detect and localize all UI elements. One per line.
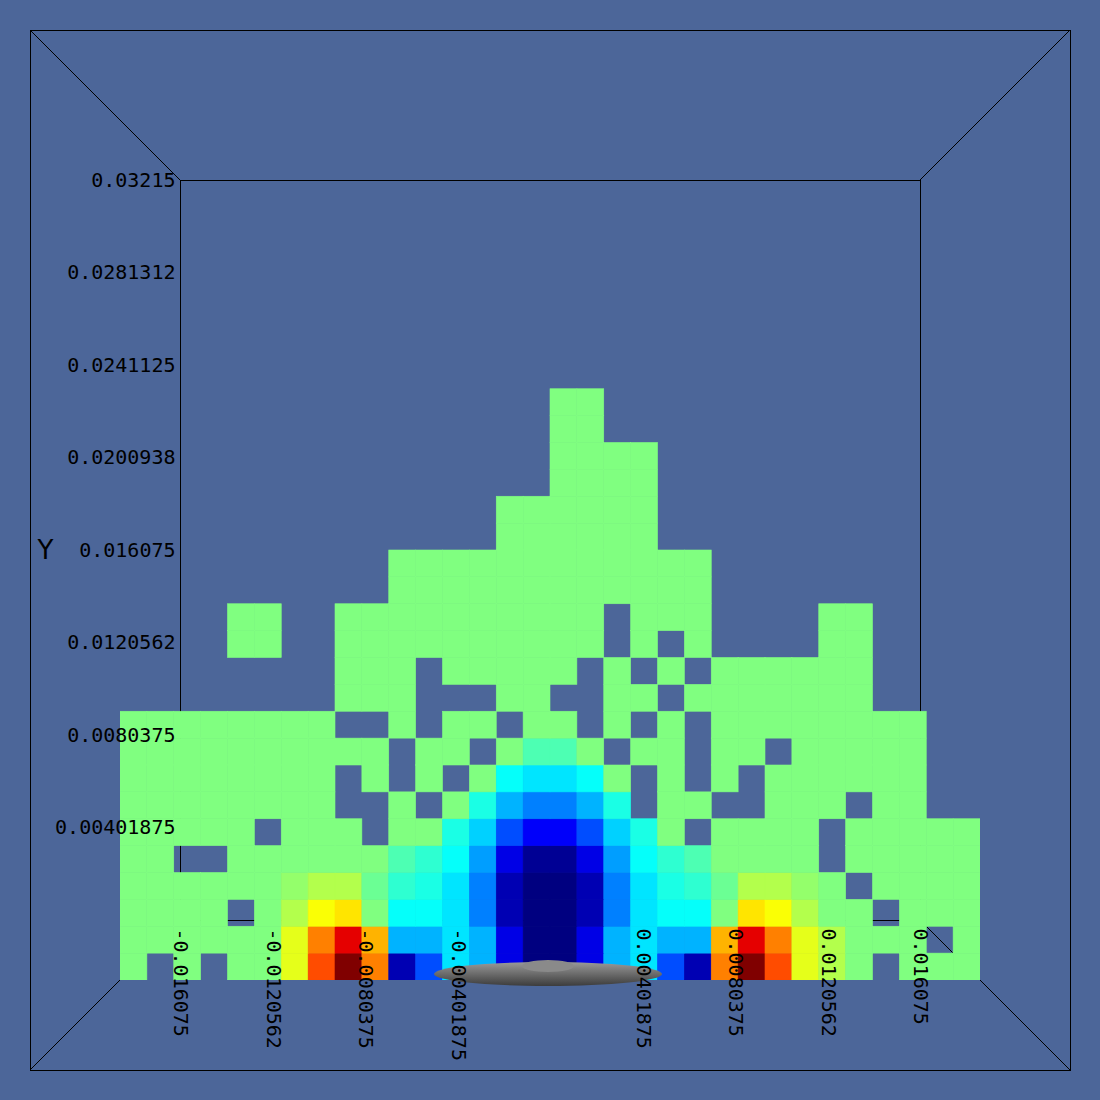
svg-text:-0.0080375: -0.0080375 <box>354 929 378 1049</box>
svg-text:Y: Y <box>37 535 54 565</box>
svg-text:-0.016075: -0.016075 <box>169 929 193 1037</box>
svg-text:0.0080375: 0.0080375 <box>724 929 748 1037</box>
svg-text:0.00401875: 0.00401875 <box>632 929 656 1049</box>
svg-text:0.016075: 0.016075 <box>79 538 175 562</box>
svg-text:0.0120562: 0.0120562 <box>67 630 175 654</box>
svg-text:0.0241125: 0.0241125 <box>67 353 175 377</box>
svg-text:0.016075: 0.016075 <box>909 929 933 1025</box>
svg-text:-0.00401875: -0.00401875 <box>447 929 471 1061</box>
svg-text:0.03215: 0.03215 <box>91 168 175 192</box>
svg-text:-0.0120562: -0.0120562 <box>262 929 286 1049</box>
svg-text:0.0200938: 0.0200938 <box>67 445 175 469</box>
svg-text:0.00401875: 0.00401875 <box>55 815 175 839</box>
svg-text:0.0281312: 0.0281312 <box>67 260 175 284</box>
svg-text:0.0120562: 0.0120562 <box>817 929 841 1037</box>
svg-text:0.0080375: 0.0080375 <box>67 723 175 747</box>
